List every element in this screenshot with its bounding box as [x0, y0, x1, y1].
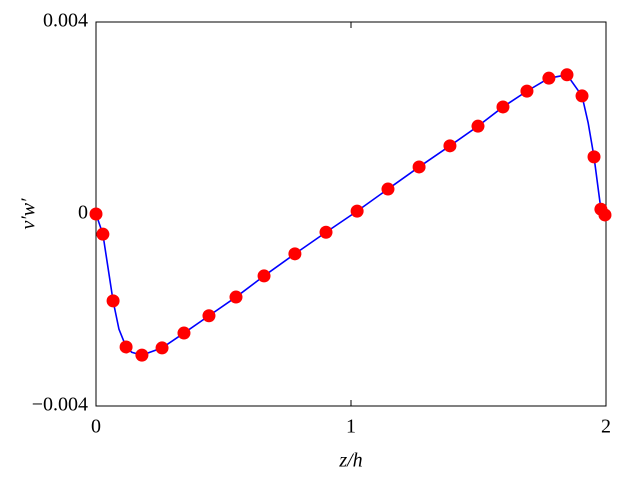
line: [95, 73, 606, 356]
point: [319, 225, 333, 239]
point: [202, 309, 216, 323]
point: [412, 160, 426, 174]
x-tick-label: 2: [601, 416, 611, 438]
point: [177, 326, 191, 340]
x-tick-label: 0: [91, 416, 101, 438]
point: [96, 227, 110, 241]
point: [257, 269, 271, 283]
x-tick-label: 1: [346, 416, 356, 438]
point: [89, 207, 103, 221]
x-axis-label: z/h: [338, 450, 362, 472]
point: [155, 341, 169, 355]
point: [560, 68, 574, 82]
point: [496, 100, 510, 114]
point: [575, 89, 589, 103]
point: [119, 340, 133, 354]
point: [135, 348, 149, 362]
point: [520, 84, 534, 98]
point: [381, 182, 395, 196]
y-axis-label: v′w′: [18, 198, 40, 230]
point: [350, 204, 364, 218]
point: [542, 71, 556, 85]
y-tick-label: 0: [78, 202, 88, 224]
point: [106, 294, 120, 308]
point: [598, 208, 612, 222]
point: [229, 290, 243, 304]
y-tick-label: −0.004: [32, 394, 88, 416]
y-tick-label: 0.004: [43, 10, 88, 32]
point: [288, 247, 302, 261]
plot-frame: [95, 21, 607, 407]
point: [587, 150, 601, 164]
point: [443, 139, 457, 153]
point: [471, 119, 485, 133]
